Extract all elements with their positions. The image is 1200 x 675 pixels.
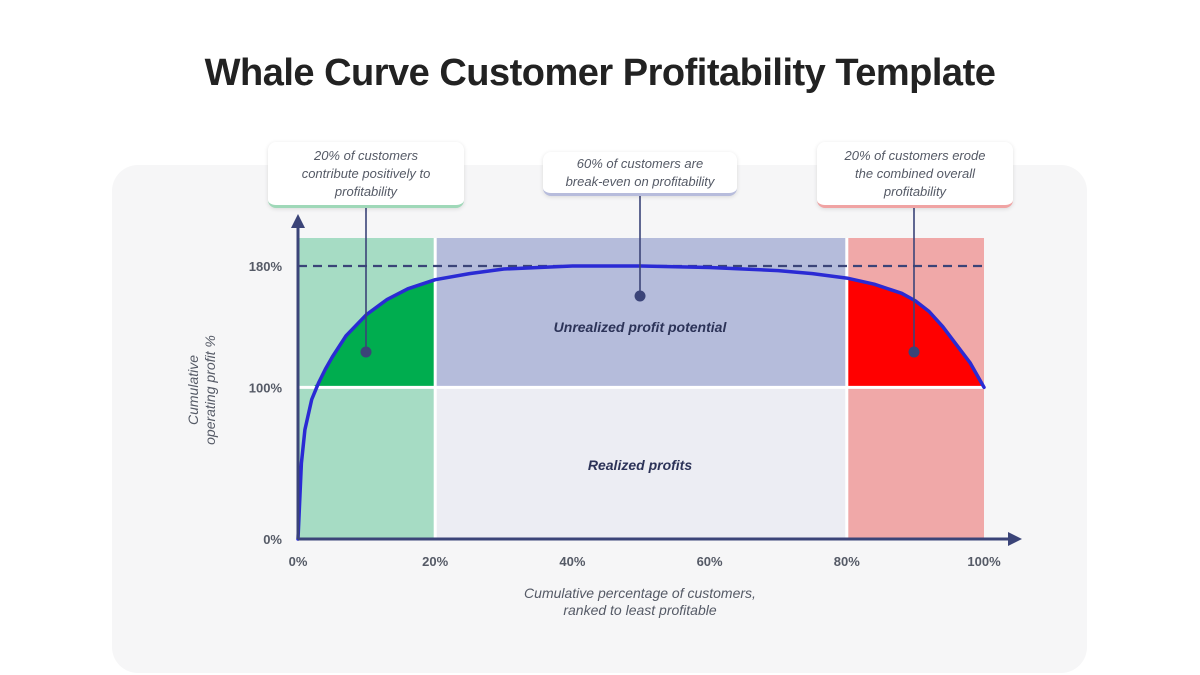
x-axis-arrow — [1008, 532, 1022, 546]
whale-curve-line — [296, 264, 986, 541]
y-axis-label: Cumulative operating profit % — [185, 280, 219, 500]
callout-line: profitability — [334, 183, 398, 199]
page-title: Whale Curve Customer Profitability Templ… — [204, 52, 996, 94]
x-tick-label: 0% — [289, 554, 308, 569]
realized-region-label: Realized profits — [588, 457, 692, 473]
y-axis-arrow — [291, 214, 305, 228]
x-tick-label: 80% — [834, 554, 860, 569]
y-tick-label: 180% — [249, 259, 283, 274]
x-tick-label: 100% — [967, 554, 1001, 569]
callout-line: 60% of customers are — [576, 155, 704, 171]
y-axis-label-line: Cumulative — [185, 354, 201, 426]
x-axis-label-line: Cumulative percentage of customers, — [524, 585, 756, 601]
callout-line: 20% of customers — [313, 147, 419, 163]
y-tick-label: 0% — [263, 532, 282, 547]
callout-line: contribute positively to — [301, 165, 431, 181]
callout-positive-contributors: 20% of customers contribute positively t… — [268, 142, 464, 208]
band-unrealized — [435, 238, 847, 388]
band-realized — [435, 387, 847, 539]
callout-break-even: 60% of customers are break-even on profi… — [543, 152, 737, 196]
callout-connector-dot — [360, 346, 372, 358]
callout-line: profitability — [883, 183, 947, 199]
x-tick-label: 20% — [422, 554, 448, 569]
area-eroders-above-100 — [846, 278, 984, 388]
callout-eroders: 20% of customers erode the combined over… — [817, 142, 1013, 208]
callout-line: the combined overall — [855, 165, 975, 181]
unrealized-region-label: Unrealized profit potential — [554, 319, 728, 335]
callout-connector-dot — [908, 346, 920, 358]
x-tick-label: 40% — [559, 554, 585, 569]
callout-line: break-even on profitability — [565, 173, 715, 189]
y-tick-label: 100% — [249, 380, 283, 395]
y-axis-label-line: operating profit % — [202, 335, 218, 445]
x-tick-label: 60% — [697, 554, 723, 569]
callout-line: 20% of customers erode — [844, 147, 986, 163]
x-axis-label-line: ranked to least profitable — [563, 602, 717, 618]
callout-connector-dot — [634, 290, 646, 302]
x-axis-label: Cumulative percentage of customers, rank… — [440, 585, 840, 619]
